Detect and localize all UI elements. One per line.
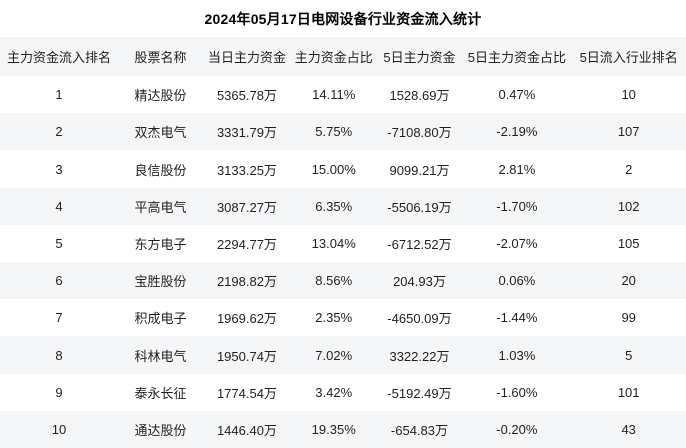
cell-5d-industry-rank: 20 [621, 273, 636, 289]
cell-main-capital-ratio: 7.02% [315, 347, 353, 363]
cell-5d-main-capital-ratio: -2.19% [496, 124, 538, 140]
cell-main-capital-ratio: 15.00% [311, 161, 356, 177]
table-row: 8 科林电气 1950.74万 7.02% 3322.22万 1.03% 5 [0, 336, 686, 374]
cell-5d-main-capital-ratio: -2.07% [496, 235, 538, 251]
cell-5d-industry-rank: 105 [617, 235, 640, 251]
cell-5d-main-capital: 1528.69万 [389, 88, 450, 104]
table-body: 1 精达股份 5365.78万 14.11% 1528.69万 0.47% 10 2 双杰电气 3… [0, 76, 686, 448]
cell-main-inflow-rank: 8 [55, 347, 63, 363]
cell-main-inflow-rank: 4 [55, 198, 63, 214]
table-row: 9 泰永长征 1774.54万 3.42% -5192.49万 -1.60% 101 [0, 373, 686, 411]
cell-main-capital-ratio: 14.11% [312, 87, 356, 103]
cell-today-main-capital: 2294.77万 [216, 236, 277, 252]
cell-today-main-capital: 1950.74万 [216, 348, 277, 364]
cell-5d-main-capital: -6712.52万 [387, 236, 452, 252]
cell-5d-industry-rank: 101 [617, 384, 640, 400]
table-row: 10 通达股份 1446.40万 19.35% -654.83万 -0.20% 43 [0, 410, 686, 448]
cell-stock-name: 科林电气 [134, 348, 187, 364]
column-header-main-inflow-rank: 主力资金流入排名 [6, 50, 111, 65]
cell-5d-main-capital-ratio: -0.20% [496, 421, 538, 437]
cell-5d-main-capital: 204.93万 [393, 274, 446, 290]
cell-5d-main-capital-ratio: 2.81% [498, 161, 536, 177]
cell-main-inflow-rank: 7 [55, 310, 63, 326]
cell-5d-industry-rank: 99 [621, 310, 636, 326]
cell-stock-name: 良信股份 [134, 162, 187, 178]
cell-5d-industry-rank: 5 [625, 347, 633, 363]
table-row: 3 良信股份 3133.25万 15.00% 9099.21万 2.81% 2 [0, 150, 686, 188]
cell-main-inflow-rank: 5 [55, 235, 63, 251]
cell-main-inflow-rank: 3 [55, 161, 63, 177]
cell-today-main-capital: 3087.27万 [216, 199, 277, 215]
column-header-today-main-capital: 当日主力资金 [207, 50, 286, 65]
table-row: 5 东方电子 2294.77万 13.04% -6712.52万 -2.07% 105 [0, 224, 686, 263]
cell-today-main-capital: 5365.78万 [216, 88, 277, 104]
cell-5d-industry-rank: 2 [625, 161, 633, 177]
cell-5d-main-capital: -5506.19万 [387, 199, 452, 215]
cell-5d-main-capital-ratio: 0.06% [498, 273, 536, 289]
cell-5d-main-capital-ratio: -1.70% [496, 198, 538, 214]
cell-stock-name: 泰永长征 [134, 385, 187, 401]
cell-today-main-capital: 2198.82万 [216, 274, 277, 290]
cell-stock-name: 通达股份 [134, 422, 187, 438]
cell-5d-industry-rank: 107 [617, 124, 640, 140]
column-header-5d-industry-rank: 5日流入行业排名 [579, 50, 678, 65]
cell-5d-main-capital: 3322.22万 [389, 348, 450, 364]
cell-5d-main-capital: 9099.21万 [389, 162, 450, 178]
cell-5d-main-capital-ratio: 1.03% [498, 347, 536, 363]
cell-5d-main-capital-ratio: 0.47% [498, 87, 536, 103]
cell-main-capital-ratio: 2.35% [315, 310, 353, 326]
cell-stock-name: 东方电子 [134, 236, 187, 252]
cell-5d-main-capital: -654.83万 [390, 422, 449, 438]
table-row: 1 精达股份 5365.78万 14.11% 1528.69万 0.47% 10 [0, 76, 686, 114]
cell-main-capital-ratio: 5.75% [315, 124, 353, 140]
cell-main-capital-ratio: 8.56% [315, 273, 353, 289]
cell-main-inflow-rank: 2 [55, 124, 63, 140]
column-header-5d-main-capital-ratio: 5日主力资金占比 [467, 50, 566, 65]
cell-main-capital-ratio: 19.35% [311, 421, 356, 437]
cell-main-capital-ratio: 6.35% [315, 198, 353, 214]
cell-5d-main-capital: -5192.49万 [387, 385, 452, 401]
table-row: 7 积成电子 1969.62万 2.35% -4650.09万 -1.44% 99 [0, 299, 686, 337]
cell-5d-main-capital: -4650.09万 [387, 311, 452, 327]
cell-5d-main-capital: -7108.80万 [387, 125, 452, 141]
cell-today-main-capital: 3133.25万 [216, 162, 277, 178]
table-header-row: 主力资金流入排名 股票名称 当日主力资金 主力资金占比 5日主力资金 5日主力资金占比 5日… [0, 37, 686, 76]
cell-5d-main-capital-ratio: -1.60% [496, 384, 538, 400]
cell-5d-industry-rank: 43 [621, 421, 636, 437]
table-row: 2 双杰电气 3331.79万 5.75% -7108.80万 -2.19% 107 [0, 113, 686, 151]
cell-stock-name: 双杰电气 [134, 125, 187, 141]
column-header-stock-name: 股票名称 [134, 50, 187, 65]
cell-main-capital-ratio: 13.04% [311, 235, 356, 251]
cell-stock-name: 宝胜股份 [134, 274, 187, 290]
cell-main-inflow-rank: 6 [55, 273, 63, 289]
cell-stock-name: 平高电气 [134, 199, 187, 215]
cell-main-inflow-rank: 1 [55, 87, 63, 103]
table-row: 6 宝胜股份 2198.82万 8.56% 204.93万 0.06% 20 [0, 262, 686, 300]
table-row: 4 平高电气 3087.27万 6.35% -5506.19万 -1.70% 102 [0, 187, 686, 225]
cell-main-inflow-rank: 9 [55, 384, 63, 400]
column-header-main-capital-ratio: 主力资金占比 [294, 50, 373, 65]
cell-5d-main-capital-ratio: -1.44% [496, 310, 538, 326]
cell-stock-name: 精达股份 [134, 88, 187, 104]
cell-today-main-capital: 1446.40万 [216, 422, 277, 438]
cell-today-main-capital: 1774.54万 [216, 385, 277, 401]
cell-main-capital-ratio: 3.42% [315, 384, 353, 400]
cell-today-main-capital: 3331.79万 [216, 125, 277, 141]
cell-5d-industry-rank: 10 [621, 87, 636, 103]
cell-main-inflow-rank: 10 [51, 421, 67, 437]
page-title: 2024年05月17日电网设备行业资金流入统计 [204, 10, 482, 27]
cell-today-main-capital: 1969.62万 [216, 311, 277, 327]
cell-5d-industry-rank: 102 [617, 198, 640, 214]
cell-stock-name: 积成电子 [134, 311, 187, 327]
column-header-5d-main-capital: 5日主力资金 [383, 50, 456, 65]
